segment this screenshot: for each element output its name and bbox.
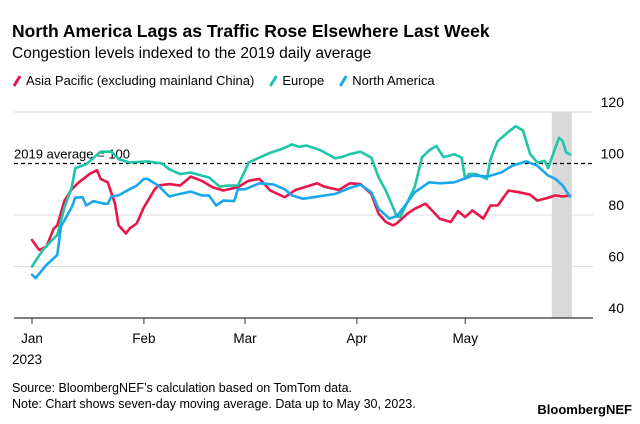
x-tick-label: May bbox=[452, 331, 478, 346]
x-tick-label: Apr bbox=[346, 331, 368, 346]
legend-item: Asia Pacific (excluding mainland China) bbox=[12, 73, 254, 88]
reference-line: 2019 average = 100 bbox=[14, 147, 593, 165]
x-tick-sublabel: 2023 bbox=[12, 352, 42, 367]
y-tick-label: 120 bbox=[601, 94, 625, 110]
y-tick-label: 40 bbox=[608, 300, 624, 316]
source-text: Source: BloombergNEF’s calculation based… bbox=[12, 381, 352, 395]
series-line-europe bbox=[30, 124, 572, 268]
legend-label: Asia Pacific (excluding mainland China) bbox=[26, 73, 254, 88]
y-tick-label: 100 bbox=[601, 146, 625, 162]
series-lines bbox=[30, 124, 572, 280]
note-text: Note: Chart shows seven-day moving avera… bbox=[12, 397, 416, 411]
reference-label: 2019 average = 100 bbox=[14, 147, 130, 162]
legend-label: Europe bbox=[282, 73, 324, 88]
legend-item: North America bbox=[338, 73, 435, 88]
legend-label: North America bbox=[352, 73, 435, 88]
legend-swatch-icon bbox=[12, 75, 22, 87]
x-axis: Jan 2023 Feb Mar Apr May bbox=[12, 317, 593, 367]
x-tick-label: Feb bbox=[132, 331, 155, 346]
legend: Asia Pacific (excluding mainland China) E… bbox=[12, 73, 435, 88]
legend-swatch-icon bbox=[269, 75, 278, 87]
chart-title: North America Lags as Traffic Rose Elsew… bbox=[12, 21, 490, 41]
y-tick-label: 60 bbox=[608, 249, 624, 265]
legend-item: Europe bbox=[269, 73, 324, 88]
x-tick-label: Jan bbox=[21, 331, 43, 346]
y-tick-label: 80 bbox=[608, 197, 624, 213]
legend-swatch-icon bbox=[338, 75, 348, 87]
y-axis: 120 100 80 60 40 bbox=[601, 94, 625, 316]
gridlines bbox=[14, 111, 593, 267]
chart-subtitle: Congestion levels indexed to the 2019 da… bbox=[12, 45, 371, 62]
series-line-asia-pacific-excluding-mainland-china bbox=[30, 168, 572, 252]
x-tick-label: Mar bbox=[233, 331, 257, 346]
series-line-north-america bbox=[30, 160, 572, 280]
brand-logo: BloombergNEF bbox=[537, 402, 632, 417]
